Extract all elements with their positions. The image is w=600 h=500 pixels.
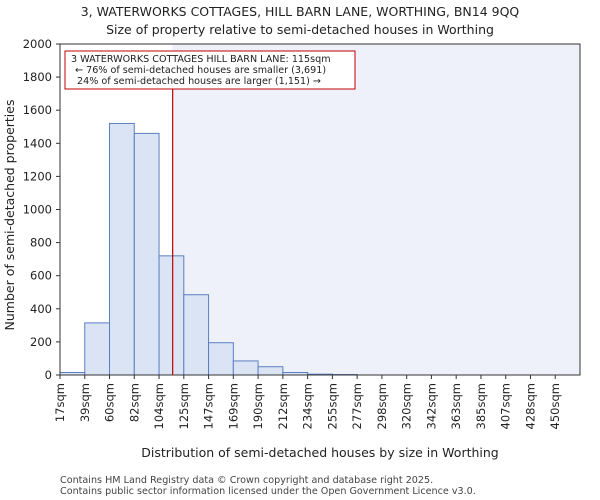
x-tick-label: 298sqm — [375, 383, 389, 429]
x-tick-label: 212sqm — [276, 383, 290, 429]
bar-104sqm — [158, 255, 185, 376]
bar-82sqm — [133, 132, 160, 376]
x-tick-label: 342sqm — [424, 383, 438, 429]
y-tick-label: 600 — [30, 269, 52, 283]
annotation-line-2: ← 76% of semi-detached houses are smalle… — [75, 65, 326, 76]
x-tick-label: 277sqm — [350, 383, 364, 429]
x-tick-label: 39sqm — [78, 383, 92, 422]
x-tick-label: 190sqm — [251, 383, 265, 429]
x-tick-label: 169sqm — [226, 383, 240, 429]
x-tick-label: 320sqm — [400, 383, 414, 429]
y-tick-label: 800 — [30, 236, 52, 250]
x-axis-label: Distribution of semi-detached houses by … — [141, 445, 499, 460]
x-tick-label: 125sqm — [177, 383, 191, 429]
chart-title: 3, WATERWORKS COTTAGES, HILL BARN LANE, … — [81, 4, 520, 19]
y-tick-label: 0 — [45, 368, 52, 382]
y-tick-label: 2000 — [23, 37, 52, 51]
x-tick-label: 147sqm — [202, 383, 216, 429]
annotation-box: 3 WATERWORKS COTTAGES HILL BARN LANE: 11… — [64, 50, 356, 90]
x-tick-label: 385sqm — [474, 383, 488, 429]
x-tick-label: 450sqm — [548, 383, 562, 429]
bar-147sqm — [208, 342, 234, 376]
annotation-line-3: 24% of semi-detached houses are larger (… — [77, 76, 321, 87]
y-tick-label: 200 — [30, 335, 52, 349]
y-tick-label: 400 — [30, 302, 52, 316]
chart-subtitle: Size of property relative to semi-detach… — [106, 22, 494, 37]
y-tick-label: 1000 — [23, 203, 52, 217]
y-axis-label: Number of semi-detached properties — [2, 100, 17, 331]
x-tick-label: 60sqm — [103, 383, 117, 422]
x-tick-label: 17sqm — [53, 383, 67, 422]
footer-line-1: Contains HM Land Registry data © Crown c… — [60, 475, 433, 486]
bar-125sqm — [183, 294, 210, 376]
x-tick-label: 104sqm — [152, 383, 166, 429]
x-tick-label: 82sqm — [127, 383, 141, 422]
bar-169sqm — [232, 360, 259, 376]
x-tick-label: 234sqm — [301, 383, 315, 429]
plot-frame — [59, 43, 581, 376]
x-tick-label: 407sqm — [499, 383, 513, 429]
y-tick-label: 1600 — [23, 103, 52, 117]
bar-60sqm — [109, 122, 135, 376]
bars — [59, 122, 358, 376]
bar-190sqm — [257, 366, 284, 376]
annotation-line-1: 3 WATERWORKS COTTAGES HILL BARN LANE: 11… — [71, 54, 331, 65]
bar-39sqm — [84, 322, 111, 376]
x-tick-label: 255sqm — [325, 383, 339, 429]
x-ticks: 17sqm 39sqm 60sqm 82sqm 104sqm 125sqm 147sqm 16… — [53, 375, 562, 429]
highlight-band — [172, 44, 580, 375]
y-tick-label: 1800 — [23, 70, 52, 84]
x-tick-label: 428sqm — [523, 383, 537, 429]
y-tick-label: 1200 — [23, 169, 52, 183]
footer-line-2: Contains public sector information licen… — [60, 486, 476, 497]
y-ticks: 0 200 400 600 800 1000 1200 1400 1600 1800 2000 — [23, 37, 60, 382]
y-tick-label: 1400 — [23, 136, 52, 150]
x-tick-label: 363sqm — [449, 383, 463, 429]
